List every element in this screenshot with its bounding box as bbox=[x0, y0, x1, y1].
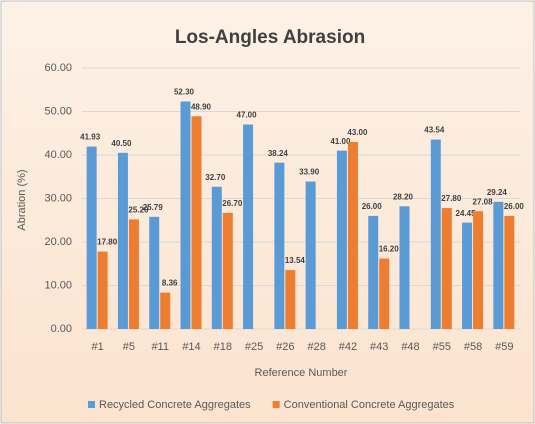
chart-title: Los-Angles Abrasion bbox=[175, 27, 365, 48]
data-label: 48.90 bbox=[191, 102, 212, 111]
x-tick-label: #11 bbox=[151, 341, 169, 353]
bar bbox=[347, 141, 358, 329]
data-label: 17.80 bbox=[97, 238, 118, 247]
bar bbox=[430, 139, 441, 329]
data-label: 25.79 bbox=[143, 203, 164, 212]
data-label: 26.70 bbox=[222, 199, 243, 208]
data-label: 38.24 bbox=[268, 149, 289, 158]
y-tick-label: 50.00 bbox=[44, 105, 72, 117]
y-tick-label: 40.00 bbox=[44, 149, 72, 161]
bar bbox=[128, 219, 139, 329]
legend-label: Conventional Concrete Aggregates bbox=[284, 399, 455, 411]
data-label: 41.93 bbox=[80, 133, 101, 142]
x-tick-label: #25 bbox=[245, 341, 263, 353]
y-tick-label: 10.00 bbox=[44, 279, 72, 291]
x-tick-label: #43 bbox=[370, 341, 388, 353]
data-label: 43.54 bbox=[424, 126, 445, 135]
bar bbox=[86, 146, 97, 329]
bar bbox=[504, 215, 515, 329]
data-label: 32.70 bbox=[205, 173, 226, 182]
data-label: 26.00 bbox=[504, 202, 525, 211]
data-label: 52.30 bbox=[174, 88, 195, 97]
bar bbox=[191, 116, 202, 329]
bar bbox=[441, 208, 452, 329]
bar bbox=[305, 181, 316, 329]
y-tick-label: 0.00 bbox=[51, 323, 72, 335]
bar bbox=[243, 124, 254, 329]
y-tick-label: 30.00 bbox=[44, 192, 72, 204]
x-tick-label: #18 bbox=[214, 341, 232, 353]
x-tick-label: #58 bbox=[464, 341, 482, 353]
data-label: 41.00 bbox=[330, 137, 351, 146]
bar bbox=[399, 206, 410, 329]
y-tick-label: 20.00 bbox=[44, 236, 72, 248]
data-label: 26.00 bbox=[362, 202, 383, 211]
x-tick-label: #28 bbox=[307, 341, 325, 353]
x-tick-label: #42 bbox=[339, 341, 357, 353]
x-tick-label: #26 bbox=[276, 341, 294, 353]
bar bbox=[285, 270, 296, 329]
data-label: 13.54 bbox=[285, 256, 306, 265]
data-label: 16.20 bbox=[379, 245, 400, 254]
bar bbox=[149, 216, 160, 329]
x-tick-label: #1 bbox=[92, 341, 104, 353]
legend-swatch bbox=[272, 401, 280, 408]
x-tick-label: #5 bbox=[123, 341, 135, 353]
bar bbox=[117, 152, 128, 329]
x-tick-label: #14 bbox=[182, 341, 200, 353]
data-label: 25.20 bbox=[128, 205, 149, 214]
bar bbox=[211, 186, 222, 329]
bar bbox=[336, 150, 347, 329]
x-tick-label: #55 bbox=[433, 341, 451, 353]
bar bbox=[180, 101, 191, 330]
data-label: 8.36 bbox=[162, 279, 178, 288]
bar bbox=[160, 292, 171, 329]
bar bbox=[473, 211, 484, 329]
bar bbox=[274, 162, 285, 329]
y-axis-title: Abration (%) bbox=[16, 169, 28, 230]
data-label: 33.90 bbox=[299, 168, 320, 177]
y-tick-label: 60.00 bbox=[44, 62, 72, 74]
legend-label: Recycled Concrete Aggregates bbox=[99, 399, 251, 411]
bar bbox=[222, 212, 233, 329]
data-label: 24.45 bbox=[456, 209, 477, 218]
data-label: 43.00 bbox=[347, 128, 368, 137]
x-tick-label: #48 bbox=[401, 341, 419, 353]
x-axis-title: Reference Number bbox=[255, 367, 348, 379]
data-label: 40.50 bbox=[111, 139, 132, 148]
bar bbox=[368, 215, 379, 329]
bar bbox=[379, 258, 390, 329]
data-label: 27.08 bbox=[473, 197, 494, 206]
legend-swatch bbox=[88, 401, 95, 408]
bar bbox=[462, 222, 473, 329]
data-label: 47.00 bbox=[237, 111, 258, 120]
bar bbox=[97, 251, 108, 329]
data-label: 29.24 bbox=[487, 188, 508, 197]
data-label: 27.80 bbox=[441, 194, 462, 203]
x-tick-label: #59 bbox=[495, 341, 513, 353]
data-label: 28.20 bbox=[393, 192, 414, 201]
bar bbox=[493, 201, 504, 329]
